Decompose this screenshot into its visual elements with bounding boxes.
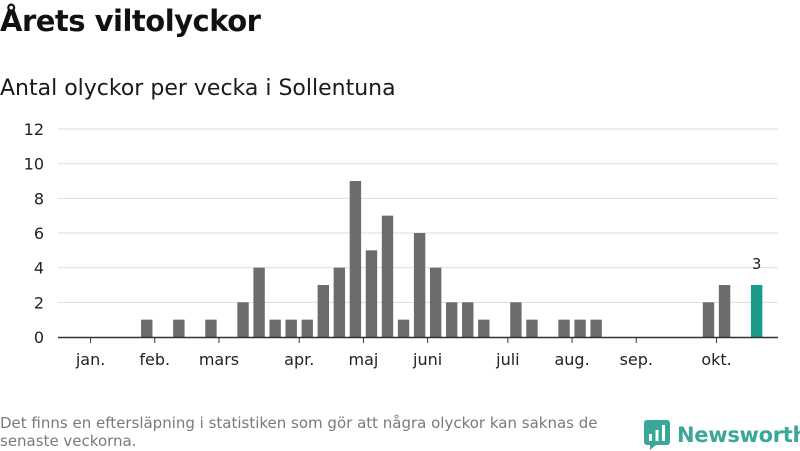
bar <box>301 319 313 337</box>
x-tick-label: feb. <box>139 350 170 369</box>
newsworthy-brand[interactable]: Newsworthy <box>644 419 800 451</box>
bar <box>269 319 281 337</box>
y-tick-label: 2 <box>34 293 44 312</box>
bar <box>317 285 329 337</box>
x-tick-label: juni <box>412 350 442 369</box>
y-tick-label: 8 <box>34 189 44 208</box>
chart-title: Årets viltolyckor <box>0 4 261 38</box>
bar <box>462 302 474 337</box>
bar <box>397 319 410 337</box>
y-tick-label: 6 <box>34 224 44 243</box>
x-tick-label: okt. <box>701 350 731 369</box>
bar <box>718 285 731 337</box>
data-label: 3 <box>752 255 762 273</box>
x-tick-label: aug. <box>554 350 589 369</box>
bar <box>205 319 217 337</box>
x-tick-label: maj <box>349 350 379 369</box>
bar <box>446 302 458 337</box>
bar <box>429 267 442 337</box>
footnote: Det finns en eftersläpning i statistiken… <box>0 414 598 450</box>
bar <box>173 319 185 337</box>
y-tick-label: 10 <box>24 155 44 174</box>
bar <box>413 233 426 337</box>
bar <box>141 319 153 337</box>
brand-name: Newsworthy <box>677 423 800 447</box>
x-tick-label: juli <box>495 350 519 369</box>
bar <box>253 267 265 337</box>
x-tick-label: sep. <box>620 350 653 369</box>
y-tick-label: 4 <box>34 259 44 278</box>
bar <box>365 250 378 337</box>
bar <box>558 319 570 337</box>
weekly-accidents-bar-chart: 0 2 4 6 8 10 12 jan. feb. mars apr. maj juni juli aug.… <box>24 120 778 369</box>
bar <box>285 319 297 337</box>
bar <box>478 319 490 337</box>
x-tick-label: jan. <box>75 350 105 369</box>
x-tick-label: apr. <box>284 350 314 369</box>
bar <box>510 302 522 337</box>
bar <box>590 319 602 337</box>
newsworthy-logo-icon <box>644 420 670 450</box>
bar <box>349 181 362 337</box>
bar <box>702 302 715 337</box>
bar <box>526 319 538 337</box>
bar <box>574 319 586 337</box>
bar <box>237 302 249 337</box>
highlighted-bar <box>750 285 763 337</box>
x-tick-label: mars <box>199 350 239 369</box>
y-tick-label: 0 <box>34 328 44 347</box>
y-tick-label: 12 <box>24 120 44 139</box>
bar <box>381 215 394 337</box>
chart-subtitle: Antal olyckor per vecka i Sollentuna <box>0 76 396 101</box>
bar <box>333 267 346 337</box>
